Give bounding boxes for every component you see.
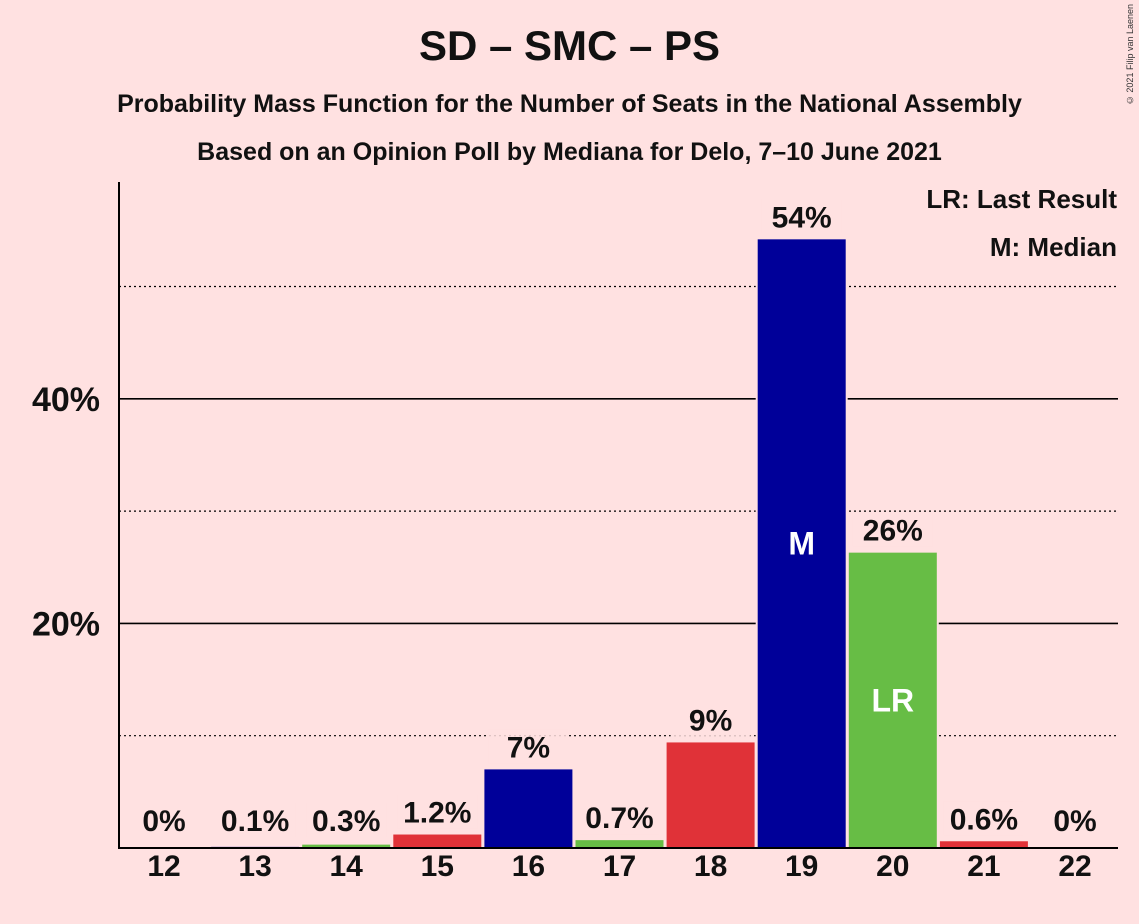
bar-marker-lr: LR	[871, 682, 914, 718]
data-label-bg	[488, 729, 569, 764]
bar-halo	[209, 844, 302, 848]
bar-15	[393, 834, 482, 848]
x-tick-label: 22	[1058, 850, 1091, 883]
bar-14	[302, 844, 391, 848]
x-tick-label: 20	[876, 850, 909, 883]
data-label-bg	[670, 702, 751, 737]
data-label: 0.7%	[585, 802, 653, 835]
x-tick-label: 14	[330, 850, 364, 883]
bar-21	[939, 841, 1028, 848]
data-label: 0%	[142, 805, 185, 838]
x-tick-label: 19	[785, 850, 818, 883]
data-label: 0%	[1053, 805, 1096, 838]
data-label: 0.6%	[950, 803, 1018, 836]
bar-20	[848, 552, 937, 848]
x-tick-label: 16	[512, 850, 545, 883]
chart-title: SD – SMC – PS	[418, 22, 721, 69]
x-tick-label: 13	[238, 850, 271, 883]
x-tick-label: 12	[147, 850, 180, 883]
data-label-bg	[397, 794, 478, 829]
bar-16	[484, 769, 573, 848]
chart-subtitle-source: Based on an Opinion Poll by Mediana for …	[197, 138, 942, 166]
bar-18	[666, 742, 755, 848]
data-label-bg	[306, 803, 387, 837]
data-label-bg	[1035, 803, 1115, 837]
bar-17	[575, 840, 664, 848]
legend-last-result: LR: Last Result	[926, 184, 1117, 214]
bar-19	[757, 239, 846, 849]
data-label-bg	[943, 801, 1024, 836]
x-tick-label: 21	[967, 850, 1000, 883]
x-tick-label: 17	[603, 850, 636, 883]
bar-marker-m: M	[788, 526, 815, 562]
data-label: 26%	[863, 515, 923, 548]
data-label-bg	[579, 800, 660, 835]
data-label: 7%	[507, 731, 550, 764]
chart-subtitle: Probability Mass Function for the Number…	[117, 90, 1022, 118]
y-tick-label: 20%	[32, 605, 100, 643]
data-label: 0.1%	[221, 805, 289, 838]
legend-median: M: Median	[989, 232, 1117, 262]
x-tick-label: 15	[421, 850, 454, 883]
data-label: 9%	[689, 704, 732, 737]
data-label: 0.3%	[312, 805, 380, 838]
data-label: 54%	[772, 201, 832, 234]
data-label-bg	[124, 803, 204, 837]
data-label-bg	[852, 512, 933, 547]
data-label-bg	[215, 803, 296, 837]
data-label-bg	[761, 199, 842, 234]
y-tick-label: 40%	[32, 381, 100, 419]
x-tick-label: 18	[694, 850, 727, 883]
data-label: 1.2%	[403, 797, 471, 830]
